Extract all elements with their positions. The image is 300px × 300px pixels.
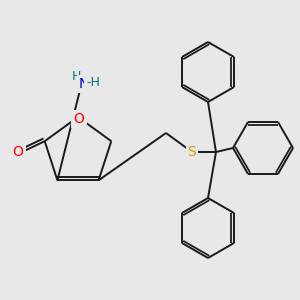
Text: -H: -H <box>86 76 100 89</box>
Text: H: H <box>71 70 81 83</box>
Text: N: N <box>79 77 89 91</box>
Text: S: S <box>188 145 196 159</box>
Text: O: O <box>74 112 84 126</box>
Text: O: O <box>13 145 23 159</box>
